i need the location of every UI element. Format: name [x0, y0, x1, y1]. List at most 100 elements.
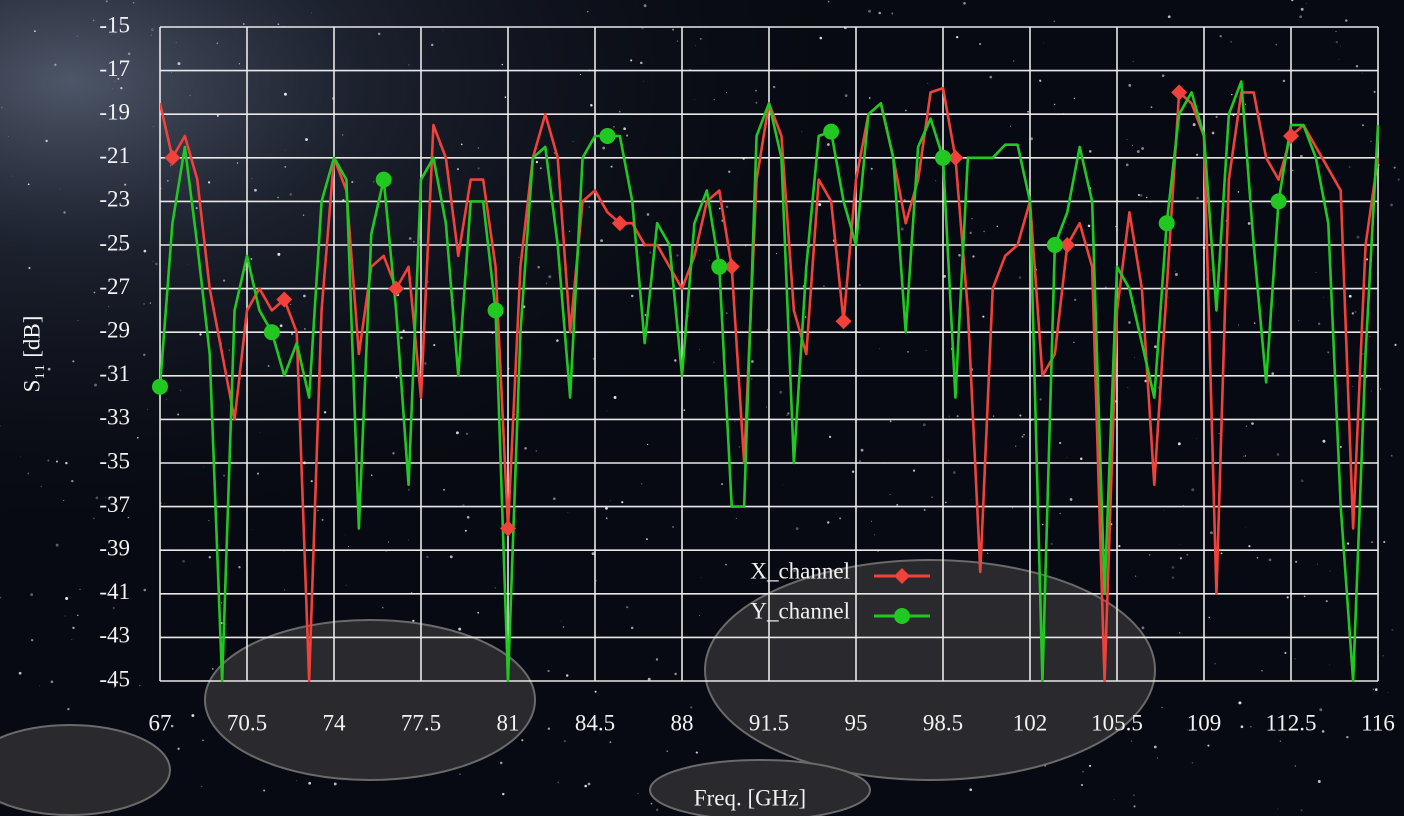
star: [925, 349, 927, 351]
star: [1390, 203, 1393, 207]
legend-label: X_channel: [750, 558, 850, 583]
star: [819, 36, 823, 40]
star: [584, 784, 587, 788]
y-axis-label: S₁₁ [dB]: [19, 316, 44, 393]
star: [649, 251, 652, 254]
star: [216, 114, 219, 117]
star: [167, 180, 169, 182]
marker: [894, 568, 910, 584]
x-tick-label: 112.5: [1266, 710, 1317, 735]
star: [580, 256, 581, 257]
star: [1042, 42, 1044, 44]
star: [922, 423, 926, 427]
y-tick-label: -23: [99, 187, 130, 212]
star: [18, 671, 22, 675]
star: [94, 383, 97, 387]
star: [1382, 655, 1384, 657]
star: [108, 306, 110, 308]
star: [1013, 60, 1015, 62]
star: [725, 205, 729, 209]
marker: [935, 149, 951, 166]
star: [254, 188, 257, 192]
star: [1316, 563, 1318, 565]
star: [1186, 553, 1189, 556]
x-tick-label: 81: [497, 710, 520, 735]
star: [1073, 97, 1076, 99]
star: [344, 534, 346, 536]
star: [683, 409, 686, 411]
star: [113, 686, 116, 689]
star: [143, 588, 147, 592]
star: [1192, 123, 1196, 127]
star: [956, 35, 959, 39]
star: [755, 101, 758, 104]
star: [565, 674, 569, 677]
star: [676, 40, 678, 42]
star: [631, 294, 634, 298]
marker: [487, 302, 504, 319]
star: [0, 596, 2, 599]
star: [279, 324, 283, 328]
marker: [164, 149, 181, 166]
star: [1191, 761, 1194, 764]
star: [460, 143, 463, 146]
star: [1039, 398, 1042, 401]
star: [725, 312, 728, 315]
star: [124, 335, 126, 337]
marker: [1171, 84, 1188, 101]
star: [1125, 163, 1129, 167]
star: [587, 782, 591, 786]
star: [1325, 600, 1328, 603]
star: [952, 471, 956, 474]
star: [699, 348, 700, 350]
star: [152, 126, 154, 128]
star: [912, 469, 916, 472]
star: [923, 508, 926, 511]
star: [650, 802, 653, 805]
star: [152, 260, 154, 262]
star: [1335, 31, 1337, 32]
star: [72, 626, 75, 629]
star: [169, 164, 172, 167]
star: [208, 556, 212, 559]
marker: [500, 520, 516, 537]
star: [535, 160, 539, 164]
star: [1300, 809, 1303, 812]
star: [413, 241, 415, 243]
star: [112, 87, 114, 89]
star: [93, 517, 95, 520]
star: [317, 509, 319, 511]
star: [643, 4, 647, 8]
star: [285, 149, 286, 151]
star: [1074, 298, 1077, 301]
star: [646, 443, 649, 446]
star: [465, 432, 468, 435]
star: [1134, 356, 1136, 358]
star: [949, 163, 950, 165]
star: [1276, 453, 1280, 456]
star: [989, 75, 993, 79]
star: [1294, 658, 1296, 660]
star: [1089, 764, 1092, 767]
star: [688, 315, 690, 317]
star: [1154, 345, 1157, 349]
star: [878, 11, 881, 15]
star: [836, 513, 837, 515]
star: [556, 339, 559, 342]
star: [112, 606, 115, 609]
star: [259, 431, 261, 433]
star: [982, 315, 985, 318]
star: [1163, 509, 1165, 511]
star: [477, 147, 480, 149]
star: [676, 254, 679, 257]
y-tick-label: -35: [99, 448, 130, 473]
star: [646, 213, 650, 216]
star: [477, 611, 480, 614]
star: [1238, 701, 1242, 705]
star: [30, 638, 34, 642]
star: [1153, 745, 1157, 749]
star: [1370, 390, 1372, 392]
star: [1372, 688, 1374, 690]
star: [76, 35, 78, 37]
star: [600, 239, 603, 243]
